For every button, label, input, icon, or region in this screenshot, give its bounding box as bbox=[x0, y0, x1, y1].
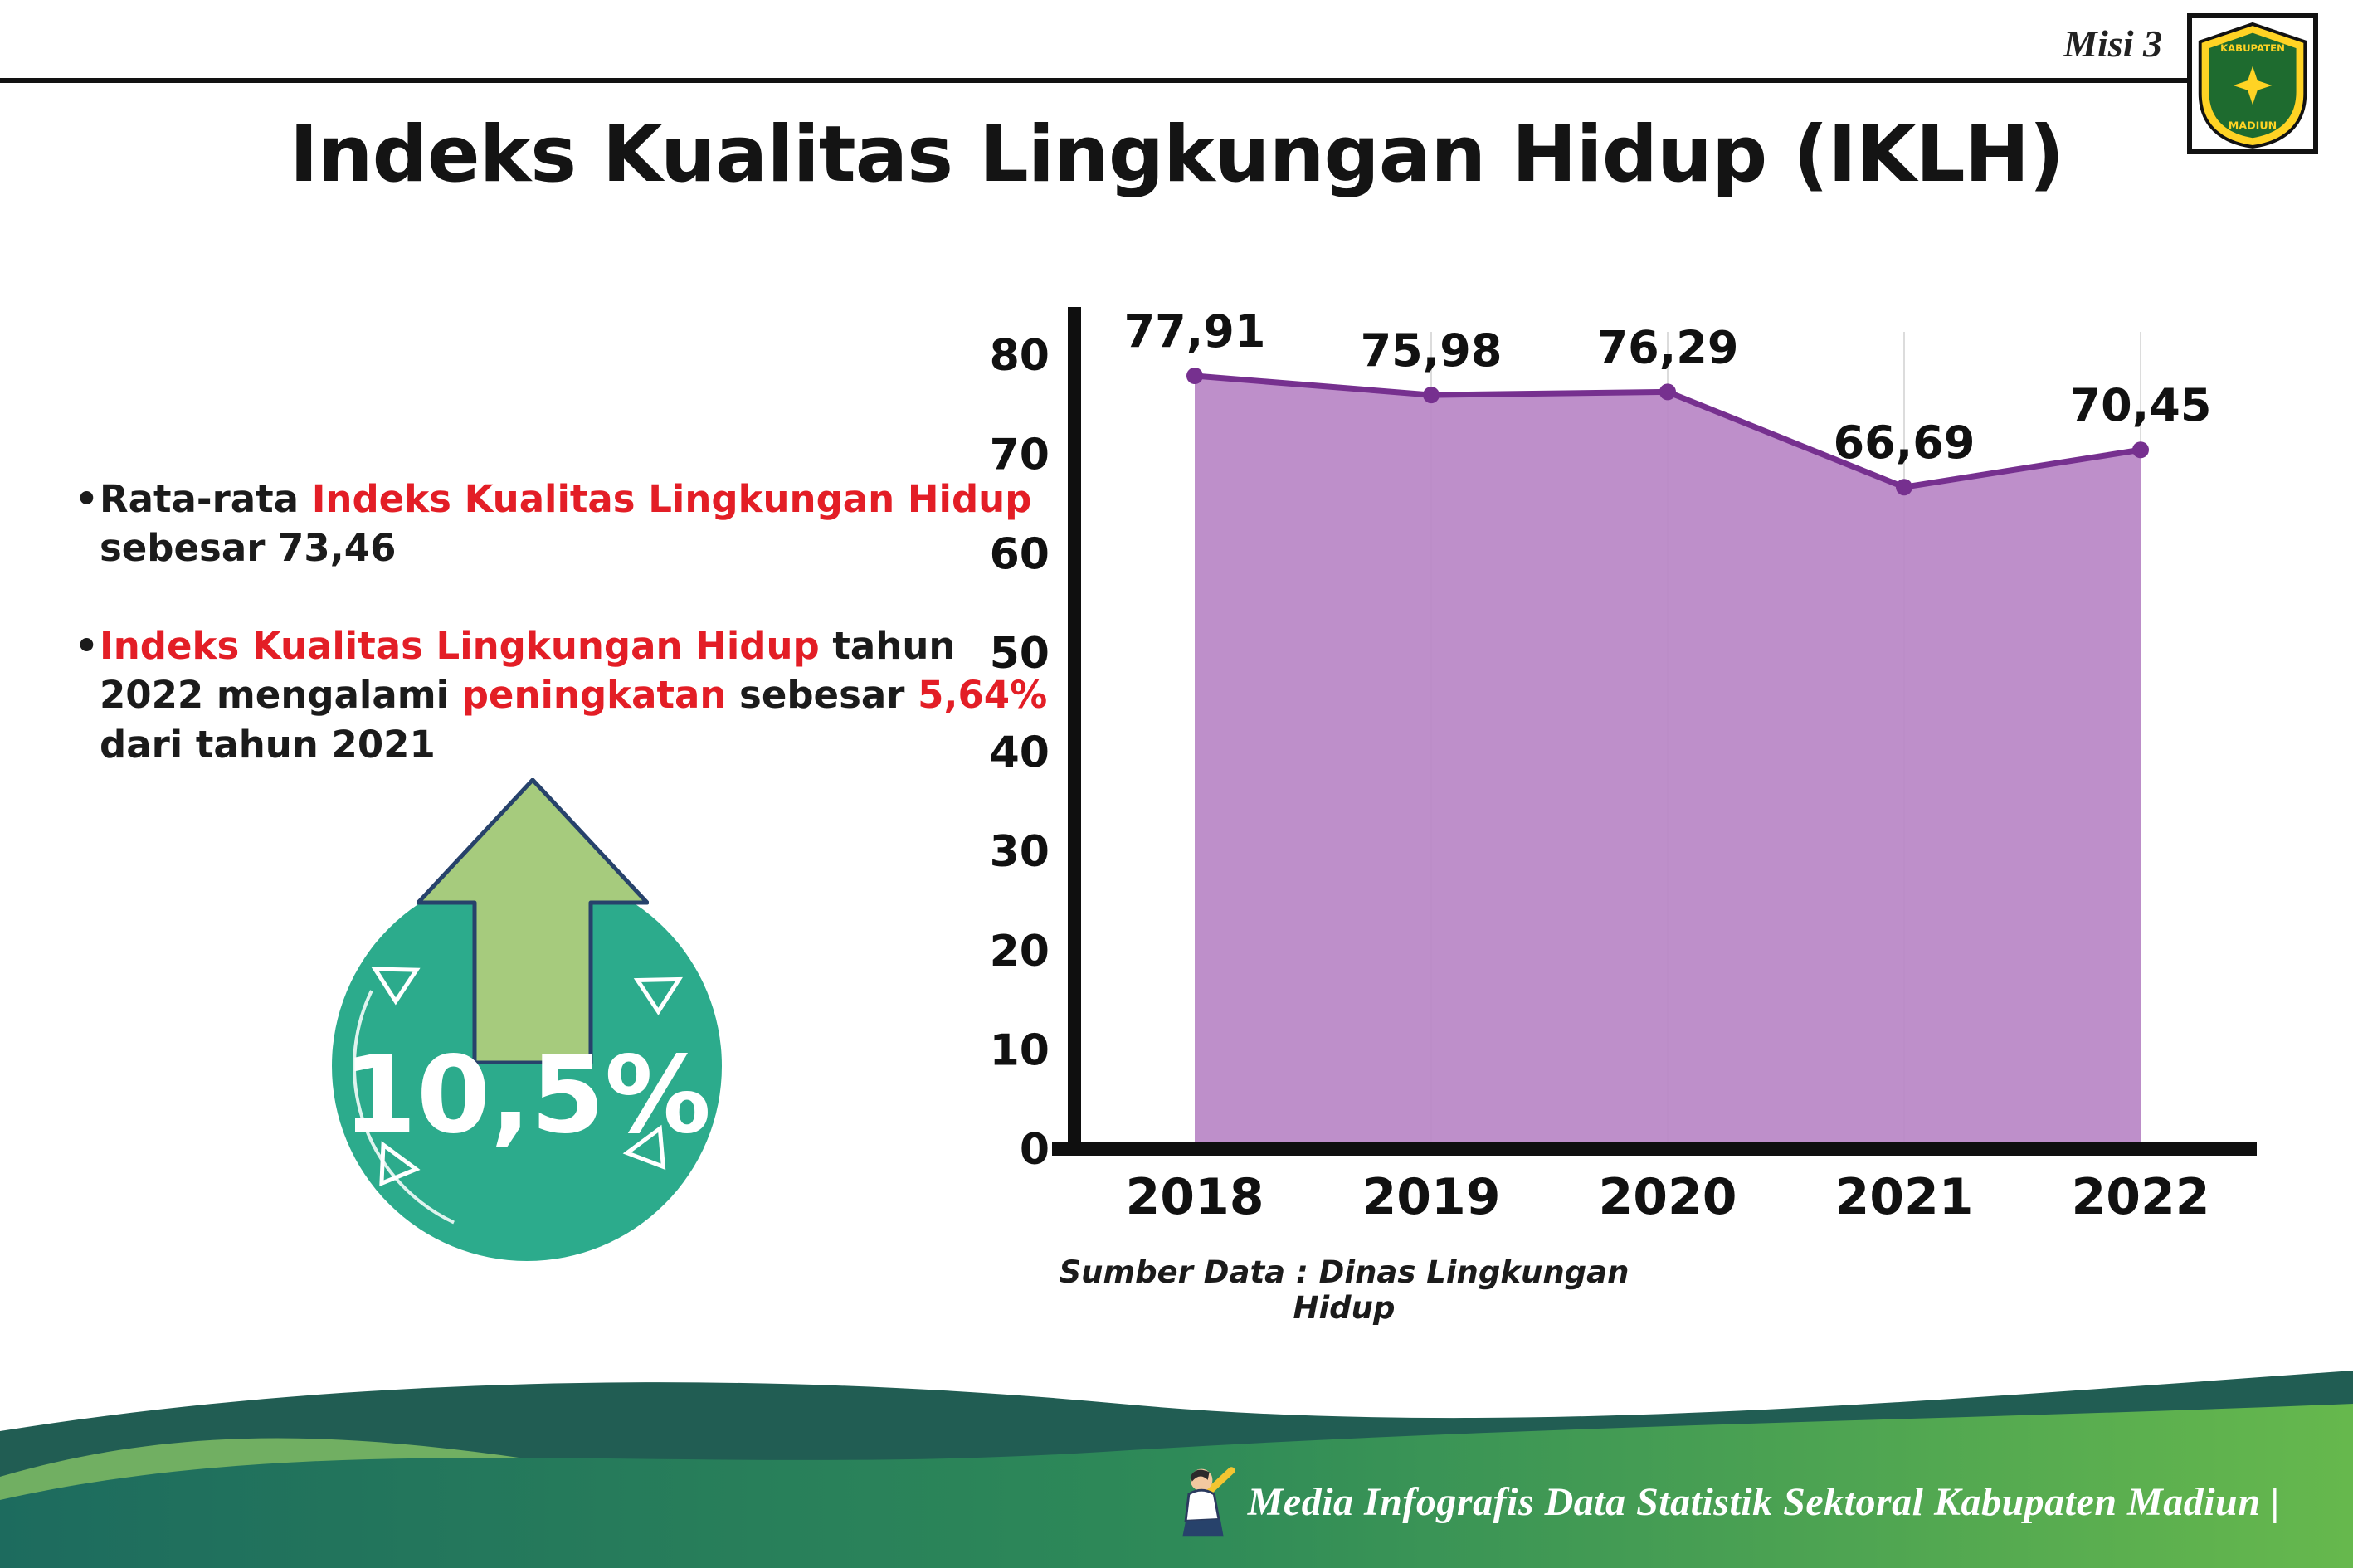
x-tick-label: 2018 bbox=[1126, 1168, 1264, 1226]
value-label: 77,91 bbox=[1124, 305, 1266, 358]
bullet-segment: Indeks Kualitas Lingkungan Hidup bbox=[311, 477, 1032, 521]
kabupaten-madiun-logo: KABUPATEN MADIUN bbox=[2187, 13, 2318, 154]
bullet-segment: 5,64% bbox=[918, 673, 1048, 718]
y-tick-label: 20 bbox=[990, 927, 1050, 976]
bullet-item: • Rata-rata Indeks Kualitas Lingkungan Hi… bbox=[75, 475, 1072, 573]
data-point bbox=[1896, 479, 1912, 496]
page-title: Indeks Kualitas Lingkungan Hidup (IKLH) bbox=[289, 110, 2065, 200]
data-point bbox=[1659, 383, 1676, 401]
iklh-chart-wrap: 0 10 20 30 40 50 60 70 80 2018 2019 2020 2021 2022 77,… bbox=[979, 282, 2307, 1327]
y-tick-label: 70 bbox=[990, 431, 1050, 480]
footer-credit: Media Infografis Data Statistik Sektoral… bbox=[1172, 1463, 2280, 1540]
data-source-label: Sumber Data : Dinas Lingkungan Hidup bbox=[1059, 1254, 1630, 1326]
y-tick-label: 50 bbox=[990, 629, 1050, 679]
misi-label: Misi 3 bbox=[2063, 22, 2162, 65]
value-label: 66,69 bbox=[1834, 416, 1975, 469]
bullet-list: • Rata-rata Indeks Kualitas Lingkungan Hi… bbox=[75, 475, 1072, 817]
bullet-marker: • bbox=[75, 477, 99, 521]
bullet-segment: Rata-rata bbox=[100, 477, 312, 521]
badge-decorations bbox=[353, 892, 701, 1240]
shield-icon: KABUPATEN MADIUN bbox=[2198, 22, 2307, 149]
chart-area bbox=[1195, 376, 2141, 1150]
logo-top-text: KABUPATEN bbox=[2220, 42, 2285, 54]
y-tick-label: 40 bbox=[990, 728, 1050, 778]
y-tick-label: 10 bbox=[990, 1025, 1050, 1075]
top-divider bbox=[0, 78, 2192, 83]
data-point bbox=[1423, 387, 1440, 404]
x-tick-label: 2021 bbox=[1835, 1168, 1974, 1226]
bullet-marker: • bbox=[75, 623, 99, 668]
footer-text: Media Infografis Data Statistik Sektoral… bbox=[1247, 1479, 2280, 1524]
x-tick-label: 2020 bbox=[1599, 1168, 1737, 1226]
bullet-segment: dari tahun 2021 bbox=[100, 722, 436, 767]
star-icon bbox=[2233, 66, 2273, 105]
footer-wave-green bbox=[0, 1404, 2353, 1568]
y-tick-label: 80 bbox=[990, 331, 1050, 381]
value-label: 76,29 bbox=[1597, 321, 1739, 373]
bullet-segment: Indeks Kualitas Lingkungan Hidup bbox=[100, 623, 820, 668]
bullet-segment: sebesar bbox=[726, 673, 918, 718]
x-tick-label: 2022 bbox=[2072, 1168, 2210, 1226]
iklh-chart: 0 10 20 30 40 50 60 70 80 2018 2019 2020 2021 2022 77,… bbox=[990, 305, 2257, 1226]
y-tick-label: 60 bbox=[990, 529, 1050, 579]
logo-bottom-text: MADIUN bbox=[2229, 119, 2277, 132]
data-point bbox=[1186, 368, 1203, 385]
mascot-icon bbox=[1182, 1467, 1235, 1537]
data-point bbox=[2132, 441, 2149, 459]
value-label: 75,98 bbox=[1361, 324, 1503, 377]
increase-badge-value: 10,5% bbox=[342, 1033, 712, 1157]
bullet-item: • Indeks Kualitas Lingkungan Hidup tahun … bbox=[75, 621, 1072, 769]
bullet-segment: peningkatan bbox=[461, 673, 727, 718]
footer-waves bbox=[0, 1371, 2353, 1568]
bullet-segment: tahun 2022 mengalami bbox=[100, 623, 956, 718]
y-tick-label: 30 bbox=[990, 827, 1050, 877]
up-arrow-icon bbox=[417, 778, 649, 1064]
y-tick-label: 0 bbox=[1020, 1125, 1050, 1175]
bullet-segment: sebesar 73,46 bbox=[100, 526, 397, 571]
value-label: 70,45 bbox=[2070, 379, 2212, 431]
x-tick-label: 2019 bbox=[1362, 1168, 1501, 1226]
